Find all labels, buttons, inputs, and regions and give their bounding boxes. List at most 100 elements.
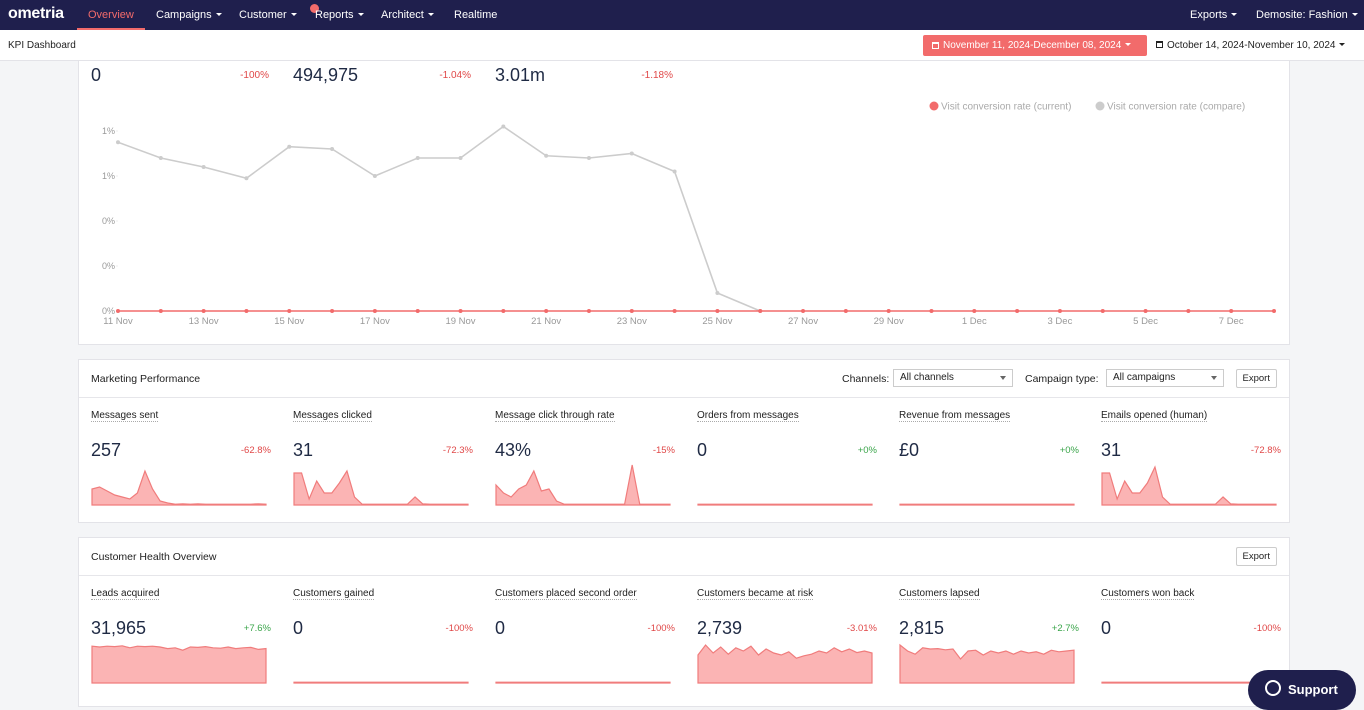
nav-item[interactable]: Architect	[381, 0, 434, 30]
data-point	[372, 309, 377, 313]
panel-title: Customer Health Overview	[91, 551, 217, 563]
sparkline-area	[91, 645, 267, 684]
kpi-value: 0	[91, 65, 102, 85]
data-point	[972, 309, 977, 313]
metric-value: 2,815	[899, 618, 945, 638]
metric-value: 0	[697, 440, 708, 460]
metric-change: -100%	[445, 623, 473, 634]
data-point	[1100, 309, 1105, 313]
sparkline-area	[495, 464, 671, 506]
kpi-change: -1.04%	[439, 70, 471, 81]
metric-card: Messages sent 257 -62.8%	[79, 410, 281, 530]
x-tick-label: 25 Nov	[702, 316, 732, 327]
sparkline	[495, 681, 671, 684]
campaign-select[interactable]: All campaigns	[1106, 369, 1224, 387]
metric-title: Customers placed second order	[495, 588, 637, 600]
nav-item[interactable]: Reports	[315, 0, 364, 30]
kpi-change: -1.18%	[641, 70, 673, 81]
support-button[interactable]: Support	[1248, 670, 1356, 710]
data-point	[886, 309, 891, 313]
data-point	[330, 309, 335, 313]
x-tick-label: 5 Dec	[1133, 316, 1158, 327]
data-point	[629, 151, 634, 156]
y-tick-label: 0%	[102, 306, 115, 316]
data-point	[372, 174, 377, 178]
legend-swatch	[929, 101, 939, 111]
sparkline	[293, 469, 469, 506]
metric-change: -72.3%	[442, 445, 473, 456]
metric-card: Revenue from messages £0 +0%	[887, 410, 1089, 530]
data-point	[715, 291, 720, 295]
data-point	[1143, 309, 1148, 313]
nav-item[interactable]: Campaigns	[156, 0, 222, 30]
data-point	[330, 147, 335, 151]
metric-value: 43%	[495, 440, 532, 460]
sparkline-area	[697, 644, 873, 684]
data-point	[287, 309, 292, 313]
metric-value: 2,739	[697, 618, 743, 638]
export-button[interactable]: Export	[1235, 547, 1277, 566]
data-point	[1186, 309, 1191, 313]
logo[interactable]: ometria	[8, 5, 64, 22]
x-tick-label: 21 Nov	[531, 316, 561, 327]
date-text: November 11, 2024-December 08, 2024	[943, 40, 1131, 51]
panel-title: Marketing Performance	[91, 373, 201, 385]
export-button[interactable]: Export	[1235, 369, 1277, 388]
data-point	[415, 309, 420, 313]
data-point	[116, 309, 120, 313]
sparkline-area	[899, 643, 1075, 684]
sparkline	[293, 681, 469, 684]
x-tick-label: 7 Dec	[1219, 316, 1244, 327]
x-tick-label: 17 Nov	[360, 316, 390, 327]
x-tick-label: 19 Nov	[445, 316, 475, 327]
card-row: Leads acquired 31,965 +7.6% Customers gaine…	[79, 588, 1291, 708]
kpi-value: 3.01m	[495, 65, 546, 85]
card-row: Messages sent 257 -62.8% Messages clicked 31…	[79, 410, 1291, 530]
metric-title: Emails opened (human)	[1101, 410, 1208, 422]
metric-card: Orders from messages 0 +0%	[685, 410, 887, 530]
metric-title: Customers became at risk	[697, 588, 814, 600]
data-point	[586, 156, 591, 160]
metric-title: Revenue from messages	[899, 410, 1011, 422]
legend-label: Visit conversion rate (current)	[941, 102, 1071, 113]
metric-value: 257	[91, 440, 122, 460]
nav-item[interactable]: Exports	[1190, 0, 1237, 30]
metric-change: -3.01%	[846, 623, 877, 634]
y-tick-label: 1%	[102, 171, 115, 181]
nav-item[interactable]: Customer	[239, 0, 297, 30]
data-point	[244, 176, 249, 181]
channels-select[interactable]: All channels	[893, 369, 1013, 387]
data-point	[715, 309, 720, 313]
metric-value: 31	[293, 440, 314, 460]
data-point	[244, 309, 249, 313]
metric-title: Customers lapsed	[899, 588, 980, 600]
sparkline	[697, 644, 873, 684]
metric-card: Customers lapsed 2,815 +2.7%	[887, 588, 1089, 708]
date-range-current[interactable]: November 11, 2024-December 08, 2024	[923, 35, 1147, 56]
data-point	[758, 309, 763, 313]
metric-card: Customers placed second order 0 -100%	[483, 588, 685, 708]
data-point	[458, 156, 463, 160]
sparkline-area	[293, 469, 469, 506]
date-range-compare[interactable]: October 14, 2024-November 10, 2024	[1167, 40, 1345, 51]
x-tick-label: 15 Nov	[274, 316, 304, 327]
metric-change: -100%	[647, 623, 675, 634]
nav-item[interactable]: Realtime	[454, 9, 498, 21]
metric-card: Leads acquired 31,965 +7.6%	[79, 588, 281, 708]
sparkline-area	[495, 681, 671, 684]
x-tick-label: 27 Nov	[788, 316, 818, 327]
sparkline	[495, 464, 671, 506]
nav-item[interactable]: Overview	[77, 0, 145, 30]
line-chart: 1%1%0%0%0%11 Nov 13 Nov 15 Nov 17 Nov 19 Nov…	[102, 101, 1276, 327]
metric-change: +7.6%	[243, 623, 271, 634]
nav-item[interactable]: Demosite: Fashion	[1256, 0, 1358, 30]
data-point	[629, 309, 634, 313]
series-line	[117, 125, 761, 312]
metric-change: -62.8%	[240, 445, 271, 456]
metric-card: Customers gained 0 -100%	[281, 588, 483, 708]
metric-value: 31	[1101, 440, 1122, 460]
data-point	[458, 309, 463, 313]
data-point	[501, 309, 506, 313]
data-point	[158, 309, 163, 313]
sparkline	[91, 469, 267, 506]
